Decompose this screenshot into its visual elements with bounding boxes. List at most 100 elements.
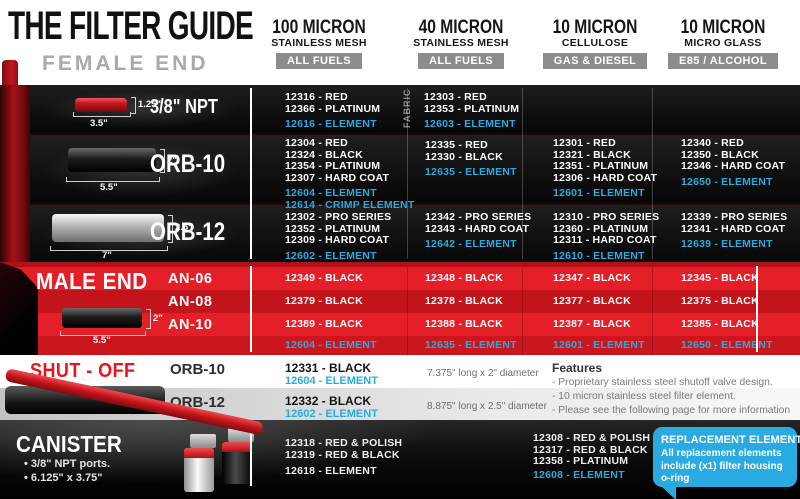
element-number: 12639 - ELEMENT (681, 238, 773, 250)
part-number: 12340 - RED (681, 137, 744, 149)
orb12-filter-photo (52, 214, 164, 242)
part-number: 12302 - PRO SERIES (285, 211, 392, 223)
column-divider (652, 88, 653, 259)
part-number: 12388 - BLACK (425, 318, 503, 330)
element-list: 12616 - ELEMENT (285, 118, 380, 131)
part-number: 12341 - HARD COAT (681, 222, 786, 235)
column-header-10-micron-cellulose: 10 MICRON CELLULOSE GAS & DIESEL (524, 18, 666, 69)
part-number: 12346 - HARD COAT (681, 160, 786, 172)
male-end-label: MALE END (36, 268, 148, 294)
column-micron: 40 MICRON (418, 17, 504, 38)
size-note: 7.375" long x 2" diameter (427, 368, 539, 379)
dim-line (146, 309, 151, 329)
element-list: 12608 - ELEMENT (533, 468, 650, 482)
element-list: 12601 - ELEMENT (553, 187, 657, 200)
part-number: 12330 - BLACK (425, 150, 503, 163)
element-list: 12604 - ELEMENT 12614 - CRIMP ELEMENT (285, 187, 414, 211)
element-list: 12639 - ELEMENT (681, 238, 787, 251)
column-divider (522, 267, 523, 355)
dim-length-label: 7" (102, 250, 112, 261)
fuel-badge: E85 / ALCOHOL (668, 53, 778, 69)
element-number: 12604 - ELEMENT (285, 339, 377, 351)
npt-filter-photo (75, 98, 127, 112)
cell-orb10-40micron: 12335 - RED 12330 - BLACK 12635 - ELEMENT (425, 139, 517, 179)
column-divider (407, 267, 408, 355)
part-number: 12307 - HARD COAT (285, 171, 390, 184)
cell-orb10-microglass: 12340 - RED 12350 - BLACK 12346 - HARD COA… (681, 137, 786, 189)
cell-npt-100micron: 12316 - RED 12366 - PLATINUM 12616 - ELEM… (285, 91, 381, 131)
part-number: 12348 - BLACK (425, 272, 503, 284)
canister-specs: • 3/8" NPT ports. • 6.125" x 3.75" (24, 457, 110, 485)
dim-line (168, 215, 173, 243)
male-filter-photo (62, 308, 142, 328)
row-npt (0, 85, 800, 133)
column-micron: 100 MICRON (272, 17, 366, 38)
element-number: 12642 - ELEMENT (425, 238, 517, 250)
fuel-badge: ALL FUELS (276, 53, 362, 69)
band-an10: 12389 - BLACK 12388 - BLACK 12387 - BLAC… (0, 313, 800, 336)
element-number: 12602 - ELEMENT (285, 249, 377, 262)
row-label-shutoff-orb10: ORB-10 (170, 361, 226, 378)
dim-line (66, 177, 160, 182)
part-list: 12339 - PRO SERIES 12341 - HARD COAT (681, 211, 788, 235)
column-separator (756, 266, 758, 352)
part-number: 12332 - BLACK (285, 394, 372, 408)
callout-body: All replacement elements include (x1) fi… (661, 448, 783, 484)
column-micron: 10 MICRON (680, 17, 766, 38)
part-number: 12366 - PLATINUM (285, 102, 381, 115)
band-an08: 12379 - BLACK 12378 - BLACK 12377 - BLAC… (0, 290, 800, 313)
row-label-orb12: ORB-12 (150, 218, 226, 246)
column-media: MICRO GLASS (684, 37, 762, 49)
row-label-an08: AN-08 (168, 294, 213, 310)
part-list: 12302 - PRO SERIES 12352 - PLATINUM 12309 … (285, 211, 392, 247)
part-number: 12352 - PLATINUM (285, 222, 381, 235)
shut-off-label: SHUT - OFF (30, 360, 136, 382)
element-list: 12610 - ELEMENT (553, 250, 659, 263)
element-number: 12604 - ELEMENT (285, 375, 378, 387)
part-list: 12342 - PRO SERIES 12343 - HARD COAT (425, 211, 531, 235)
element-number: 12616 - ELEMENT (285, 118, 377, 130)
band-elements: 12604 - ELEMENT 12635 - ELEMENT 12601 - … (0, 336, 800, 355)
column-divider (652, 267, 653, 355)
dim-height-label: 2" (153, 313, 163, 324)
canister-photo-black (222, 442, 252, 484)
part-number: 12354 - PLATINUM (285, 160, 381, 172)
dim-length-label: 5.5" (93, 335, 111, 346)
element-number: 12602 - ELEMENT (285, 408, 378, 420)
column-media: STAINLESS MESH (413, 37, 509, 49)
element-number: 12618 - ELEMENT (285, 465, 377, 477)
part-number: 12350 - BLACK (681, 148, 759, 161)
part-list: 12335 - RED 12330 - BLACK (425, 139, 517, 163)
element-list: 12603 - ELEMENT (424, 118, 519, 131)
feature-item: - Proprietary stainless steel shutoff va… (552, 377, 773, 388)
replacement-elements-callout: REPLACEMENT ELEMENTS All replacement ele… (653, 427, 800, 487)
cell-npt-40micron: 12303 - RED 12353 - PLATINUM 12603 - ELEM… (424, 91, 519, 131)
feature-item: - Please see the following page for more… (552, 405, 791, 416)
canister-red-cap (184, 448, 214, 458)
element-number: 12650 - ELEMENT (681, 339, 773, 351)
element-number: 12635 - ELEMENT (425, 166, 517, 178)
part-number: 12360 - PLATINUM (553, 222, 649, 235)
female-end-section-label: FEMALE END (42, 52, 209, 75)
callout-tail (660, 485, 676, 499)
part-number: 12339 - PRO SERIES (681, 211, 788, 223)
cell-orb10-cellulose: 12301 - RED 12321 - BLACK 12351 - PLATINUM… (553, 137, 657, 200)
canister-bracket (190, 434, 216, 448)
part-list: 12304 - RED 12324 - BLACK 12354 - PLATINUM… (285, 137, 414, 184)
element-list: 12650 - ELEMENT (681, 176, 785, 189)
dim-height-label: 2" (167, 155, 177, 166)
fuel-badge: GAS & DIESEL (542, 53, 648, 69)
part-number: 12351 - PLATINUM (553, 160, 649, 172)
row-label-npt: 3/8" NPT (150, 96, 218, 118)
part-number: 12377 - BLACK (553, 295, 631, 307)
part-number: 12317 - RED & BLACK (533, 443, 648, 456)
features-list: - Proprietary stainless steel shutoff va… (552, 376, 790, 418)
page-title: THE FILTER GUIDE (8, 4, 254, 48)
part-number: 12358 - PLATINUM (533, 455, 629, 467)
cell-orb12-microglass: 12339 - PRO SERIES 12341 - HARD COAT 1263… (681, 211, 788, 251)
dim-line (73, 112, 131, 117)
part-number: 12319 - RED & BLACK (285, 448, 400, 461)
element-number: 12608 - ELEMENT (533, 468, 625, 481)
part-number: 12321 - BLACK (553, 148, 631, 161)
column-header-40-micron: 40 MICRON STAINLESS MESH ALL FUELS (392, 18, 530, 69)
